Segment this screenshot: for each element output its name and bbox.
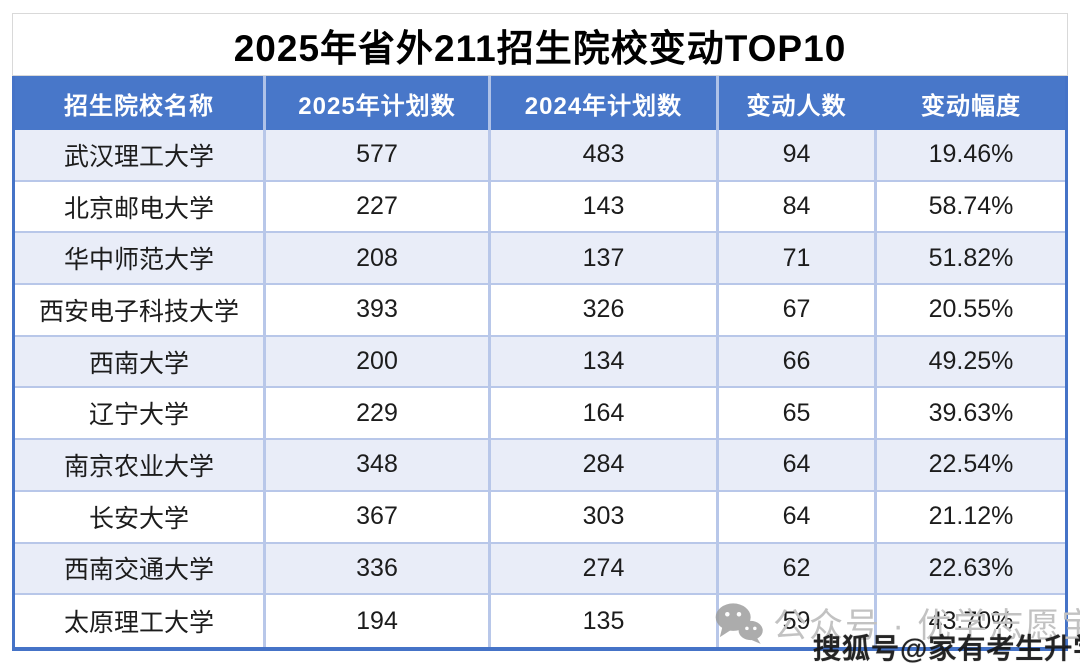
value-cell: 22.54% [928,450,1014,479]
value-cell: 135 [491,595,719,647]
value-cell: 274 [491,543,719,594]
value-cell: 64 [719,491,877,542]
value-cell: 65 [719,388,877,439]
value-cell: 227 [266,181,491,232]
table-row: 北京邮电大学 227 143 84 58.74% [15,181,1065,234]
value-cell: 284 [491,440,719,490]
value-cell: 137 [491,233,719,284]
table-row: 辽宁大学 229 164 65 39.63% [15,388,1065,441]
value-cell: 20.55% [928,295,1014,324]
value-cell: 577 [266,130,491,180]
page-title: 2025年省外211招生院校变动TOP10 [12,13,1068,76]
value-cell: 84 [719,181,877,232]
school-name-cell: 南京农业大学 [15,440,266,490]
table-body: 武汉理工大学 577 483 94 19.46% 北京邮电大学 227 143 84 58.74%… [15,130,1065,647]
column-header-1: 2025年计划数 [266,76,491,130]
value-cell: 21.12% [928,502,1014,531]
value-cell: 19.46% [928,140,1014,169]
table-row: 武汉理工大学 577 483 94 19.46% [15,130,1065,182]
value-cell: 22.63% [928,553,1014,582]
school-name-cell: 辽宁大学 [15,388,266,439]
value-cell: 336 [266,543,491,594]
value-cell: 303 [491,491,719,542]
value-cell: 66 [719,336,877,387]
value-cell: 67 [719,285,877,335]
data-table: 招生院校名称 2025年计划数 2024年计划数 变动人数 变动幅度 武汉理工大学 577… [12,76,1068,651]
value-cell: 164 [491,388,719,439]
value-cell: 143 [491,181,719,232]
column-header-2: 2024年计划数 [491,76,719,130]
value-cell: 71 [719,233,877,284]
table-row: 西南大学 200 134 66 49.25% [15,336,1065,389]
school-name-cell: 西安电子科技大学 [15,285,266,335]
table-row: 西南交通大学 336 274 62 22.63% [15,543,1065,596]
column-header-4: 变动幅度 [921,92,1021,120]
value-cell: 49.25% [928,347,1014,376]
table-header-row: 招生院校名称 2025年计划数 2024年计划数 变动人数 变动幅度 [15,76,1065,130]
value-cell: 367 [266,491,491,542]
table-row: 华中师范大学 208 137 71 51.82% [15,233,1065,286]
value-cell: 64 [719,440,877,490]
value-cell: 59 [719,595,877,647]
value-cell: 208 [266,233,491,284]
value-cell: 229 [266,388,491,439]
value-cell: 58.74% [928,192,1014,221]
school-name-cell: 西南交通大学 [15,543,266,594]
school-name-cell: 武汉理工大学 [15,130,266,180]
table-card: 2025年省外211招生院校变动TOP10 招生院校名称 2025年计划数 2024… [12,13,1068,651]
table-row: 南京农业大学 348 284 64 22.54% [15,440,1065,492]
value-cell: 194 [266,595,491,647]
value-cell: 43.70% [928,606,1014,635]
value-cell: 51.82% [928,243,1014,272]
school-name-cell: 太原理工大学 [15,595,266,647]
value-cell: 134 [491,336,719,387]
column-header-0: 招生院校名称 [15,76,266,130]
column-header-3: 变动人数 [746,92,847,120]
value-cell: 483 [491,130,719,180]
value-cell: 200 [266,336,491,387]
school-name-cell: 北京邮电大学 [15,181,266,232]
value-cell: 39.63% [928,398,1014,427]
table-row: 长安大学 367 303 64 21.12% [15,491,1065,544]
value-cell: 62 [719,543,877,594]
value-cell: 326 [491,285,719,335]
value-cell: 94 [719,130,877,180]
value-cell: 393 [266,285,491,335]
value-cell: 348 [266,440,491,490]
school-name-cell: 西南大学 [15,336,266,387]
table-row: 西安电子科技大学 393 326 67 20.55% [15,285,1065,337]
school-name-cell: 华中师范大学 [15,233,266,284]
school-name-cell: 长安大学 [15,491,266,542]
table-row: 太原理工大学 194 135 59 43.70% [15,595,1065,647]
